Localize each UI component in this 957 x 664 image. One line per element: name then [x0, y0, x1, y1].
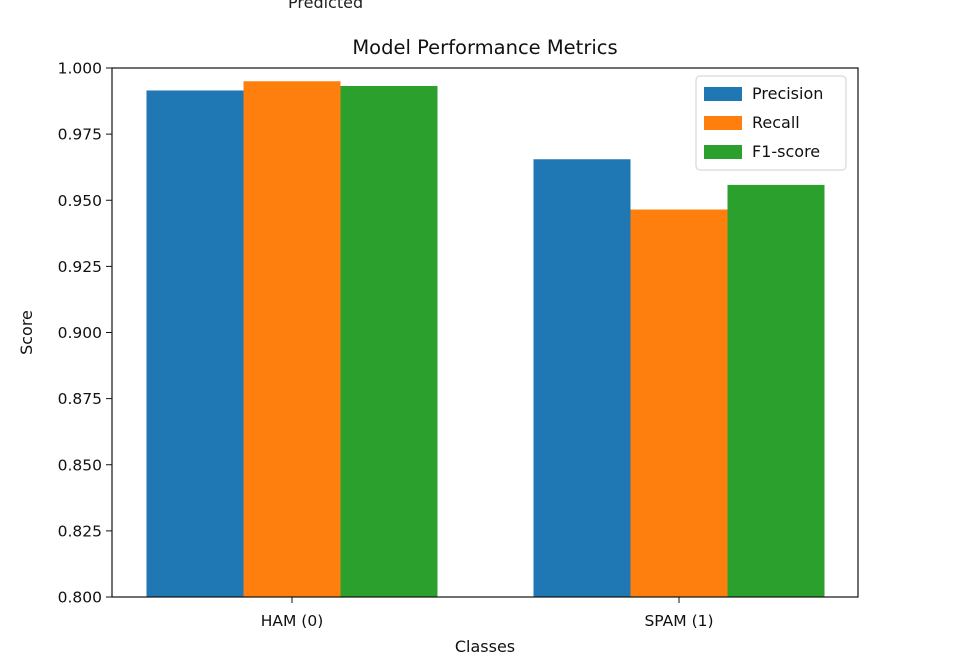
- legend-swatch-f1-score: [704, 145, 742, 159]
- y-tick-label: 1.000: [58, 60, 102, 78]
- bar-f1-score-0: [340, 85, 438, 598]
- y-tick-label: 0.900: [58, 324, 102, 342]
- y-tick-label: 0.925: [58, 258, 102, 276]
- bar-precision-1: [533, 159, 631, 597]
- y-tick-label: 0.950: [58, 192, 102, 210]
- y-tick-label: 0.975: [58, 126, 102, 144]
- y-tick-label: 0.825: [58, 522, 102, 540]
- legend-label-f1-score: F1-score: [752, 142, 820, 161]
- y-tick-label: 0.850: [58, 456, 102, 474]
- y-axis-label: Score: [17, 310, 36, 355]
- top-cut-text: Predicted: [288, 0, 364, 12]
- x-axis-label: Classes: [455, 637, 515, 656]
- x-tick-label: HAM (0): [261, 612, 324, 630]
- bar-recall-1: [630, 209, 728, 597]
- x-tick-label: SPAM (1): [644, 612, 713, 630]
- bar-recall-0: [243, 81, 341, 598]
- legend-swatch-recall: [704, 116, 742, 130]
- y-tick-label: 0.800: [58, 589, 102, 607]
- legend-swatch-precision: [704, 87, 742, 101]
- bar-f1-score-1: [727, 184, 825, 597]
- plot-frame: [111, 67, 859, 598]
- bar-precision-0: [146, 90, 244, 598]
- y-tick-label: 0.875: [58, 390, 102, 408]
- legend-label-precision: Precision: [752, 84, 823, 103]
- top-cut-text-area: Predicted: [0, 0, 957, 12]
- chart-title: Model Performance Metrics: [352, 36, 617, 59]
- legend-label-recall: Recall: [752, 113, 800, 132]
